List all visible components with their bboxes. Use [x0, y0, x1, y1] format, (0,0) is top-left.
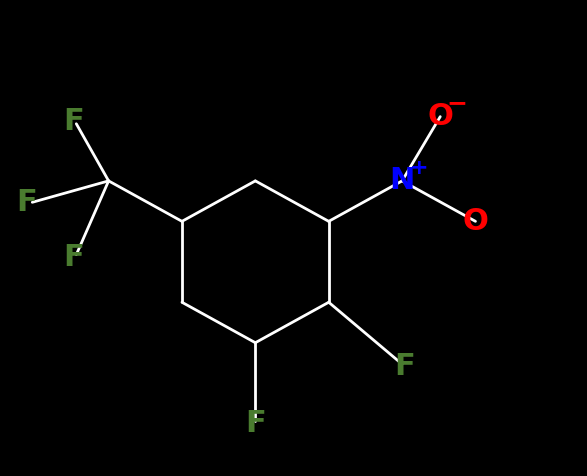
Text: −: − — [446, 91, 467, 115]
Text: F: F — [394, 352, 416, 381]
Text: F: F — [245, 409, 266, 438]
Text: O: O — [427, 102, 453, 131]
Text: F: F — [63, 107, 84, 136]
Text: N: N — [389, 167, 415, 195]
Text: F: F — [16, 188, 37, 217]
Text: O: O — [463, 207, 488, 236]
Text: +: + — [409, 158, 428, 178]
Text: F: F — [63, 243, 84, 271]
